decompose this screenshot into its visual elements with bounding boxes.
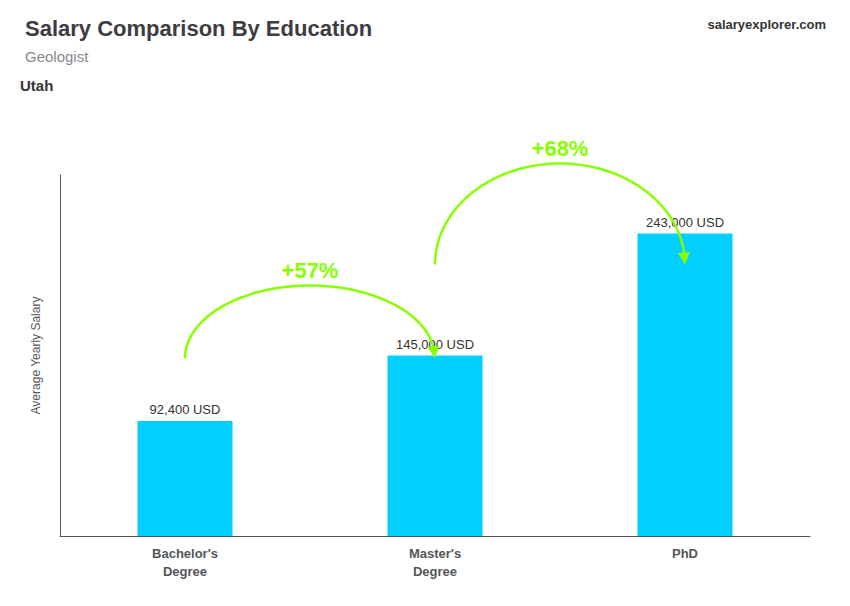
svg-text:243,000 USD: 243,000 USD bbox=[646, 215, 724, 230]
svg-text:Average Yearly Salary: Average Yearly Salary bbox=[29, 297, 43, 415]
svg-text:Bachelor's: Bachelor's bbox=[152, 546, 218, 561]
svg-text:Utah: Utah bbox=[20, 77, 53, 94]
svg-text:Geologist: Geologist bbox=[25, 48, 89, 65]
svg-text:+68%: +68% bbox=[532, 136, 589, 161]
svg-text:Salary Comparison By Education: Salary Comparison By Education bbox=[25, 16, 372, 41]
svg-text:salaryexplorer.com: salaryexplorer.com bbox=[707, 17, 826, 32]
svg-text:+57%: +57% bbox=[282, 258, 339, 283]
svg-text:Master's: Master's bbox=[409, 546, 461, 561]
svg-text:92,400 USD: 92,400 USD bbox=[150, 402, 221, 417]
svg-text:145,000 USD: 145,000 USD bbox=[396, 336, 474, 352]
svg-text:PhD: PhD bbox=[672, 546, 698, 561]
svg-text:Degree: Degree bbox=[163, 564, 207, 579]
svg-text:Degree: Degree bbox=[413, 564, 457, 579]
